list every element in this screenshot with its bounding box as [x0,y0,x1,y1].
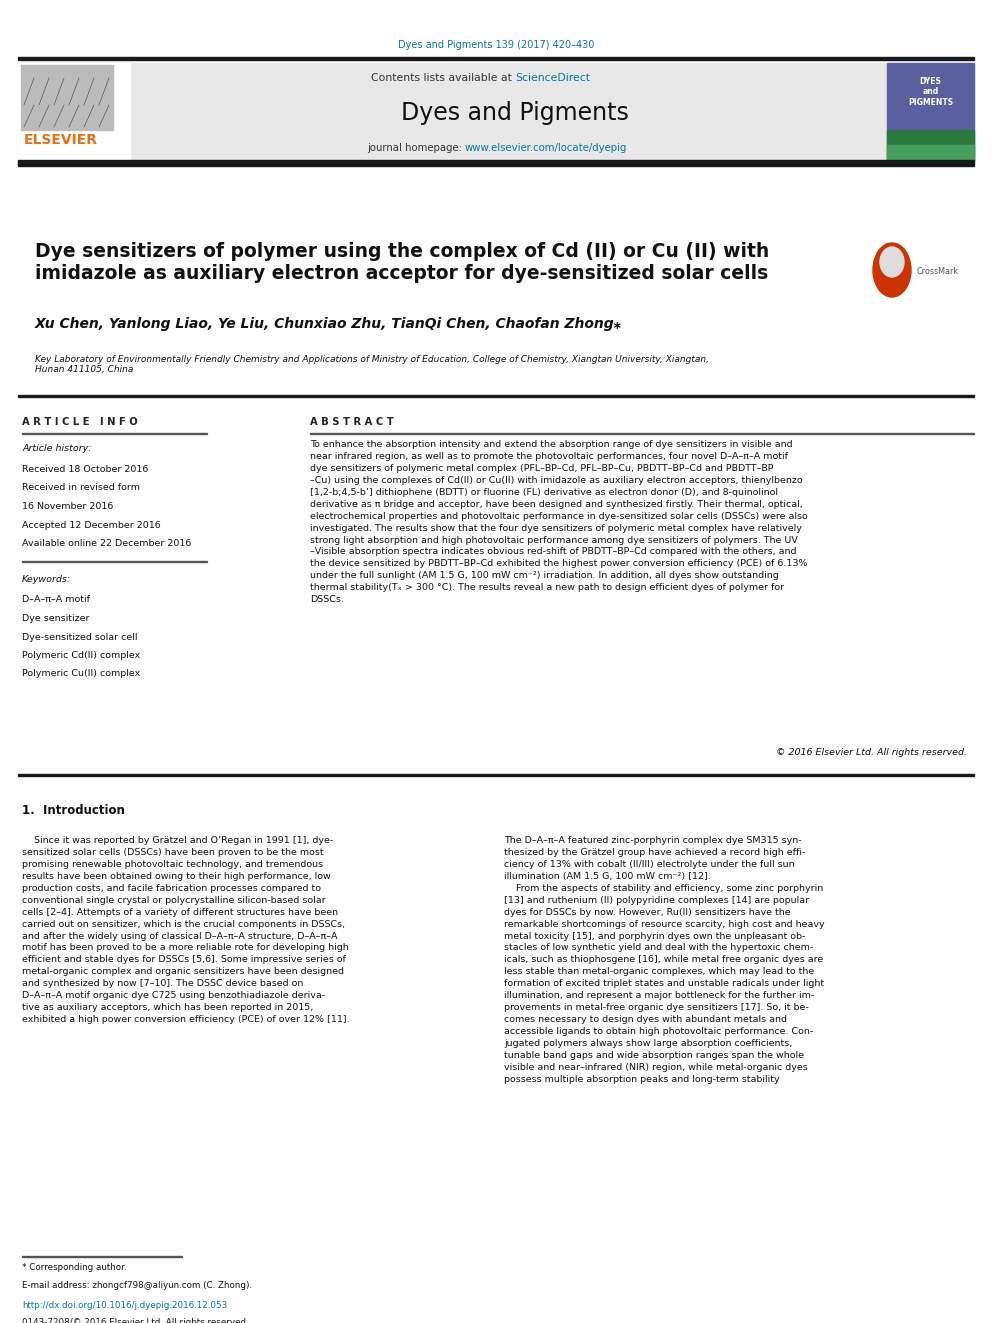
Bar [18,160,974,165]
Text: Key Laboratory of Environmentally Friendly Chemistry and Applications of Ministr: Key Laboratory of Environmentally Friend… [35,355,709,374]
Text: Contents lists available at: Contents lists available at [371,73,515,83]
Text: Dye-sensitized solar cell: Dye-sensitized solar cell [22,632,138,642]
Text: A R T I C L E   I N F O: A R T I C L E I N F O [22,417,138,427]
Bar [887,146,974,160]
Text: 16 November 2016: 16 November 2016 [22,501,113,511]
Text: www.elsevier.com/locate/dyepig: www.elsevier.com/locate/dyepig [465,143,627,153]
Text: The D–A–π–A featured zinc-porphyrin complex dye SM315 syn-
thesized by the Grätz: The D–A–π–A featured zinc-porphyrin comp… [504,836,824,1084]
Text: CrossMark: CrossMark [916,267,958,277]
Bar [18,62,974,160]
Text: journal homepage:: journal homepage: [367,143,465,153]
Bar [887,62,974,160]
Bar [18,57,974,60]
Text: 1.  Introduction: 1. Introduction [22,804,125,818]
Text: Received 18 October 2016: Received 18 October 2016 [22,464,149,474]
Bar [887,130,974,160]
Ellipse shape [880,247,904,277]
Bar [18,396,974,397]
Text: D–A–π–A motif: D–A–π–A motif [22,595,90,605]
Text: DYES
and
PIGMENTS: DYES and PIGMENTS [908,77,953,107]
Text: ScienceDirect: ScienceDirect [515,73,590,83]
Text: Polymeric Cd(II) complex: Polymeric Cd(II) complex [22,651,140,660]
Text: Article history:: Article history: [22,445,91,452]
Text: ELSEVIER: ELSEVIER [24,134,98,147]
Ellipse shape [873,243,911,296]
Text: 0143-7208/© 2016 Elsevier Ltd. All rights reserved.: 0143-7208/© 2016 Elsevier Ltd. All right… [22,1318,249,1323]
Text: * Corresponding author.: * Corresponding author. [22,1263,127,1271]
Bar [21,65,113,130]
Text: To enhance the absorption intensity and extend the absorption range of dye sensi: To enhance the absorption intensity and … [310,441,807,605]
Text: Polymeric Cu(II) complex: Polymeric Cu(II) complex [22,669,140,679]
Bar [18,62,130,160]
Text: © 2016 Elsevier Ltd. All rights reserved.: © 2016 Elsevier Ltd. All rights reserved… [776,747,967,757]
Bar [18,774,974,777]
Text: E-mail address: zhongcf798@aliyun.com (C. Zhong).: E-mail address: zhongcf798@aliyun.com (C… [22,1281,252,1290]
Text: Accepted 12 December 2016: Accepted 12 December 2016 [22,520,161,529]
Text: Available online 22 December 2016: Available online 22 December 2016 [22,538,191,548]
Text: Dyes and Pigments: Dyes and Pigments [401,101,629,126]
Text: Xu Chen, Yanlong Liao, Ye Liu, Chunxiao Zhu, TianQi Chen, Chaofan Zhong⁎: Xu Chen, Yanlong Liao, Ye Liu, Chunxiao … [35,318,622,331]
Text: Keywords:: Keywords: [22,574,71,583]
Text: Since it was reported by Grätzel and O’Regan in 1991 [1], dye-
sensitized solar : Since it was reported by Grätzel and O’R… [22,836,349,1024]
Text: http://dx.doi.org/10.1016/j.dyepig.2016.12.053: http://dx.doi.org/10.1016/j.dyepig.2016.… [22,1301,227,1310]
Text: Received in revised form: Received in revised form [22,483,140,492]
Text: A B S T R A C T: A B S T R A C T [310,417,394,427]
Text: Dyes and Pigments 139 (2017) 420–430: Dyes and Pigments 139 (2017) 420–430 [398,40,594,50]
Text: Dye sensitizers of polymer using the complex of Cd (II) or Cu (II) with
imidazol: Dye sensitizers of polymer using the com… [35,242,769,283]
Text: Dye sensitizer: Dye sensitizer [22,614,89,623]
